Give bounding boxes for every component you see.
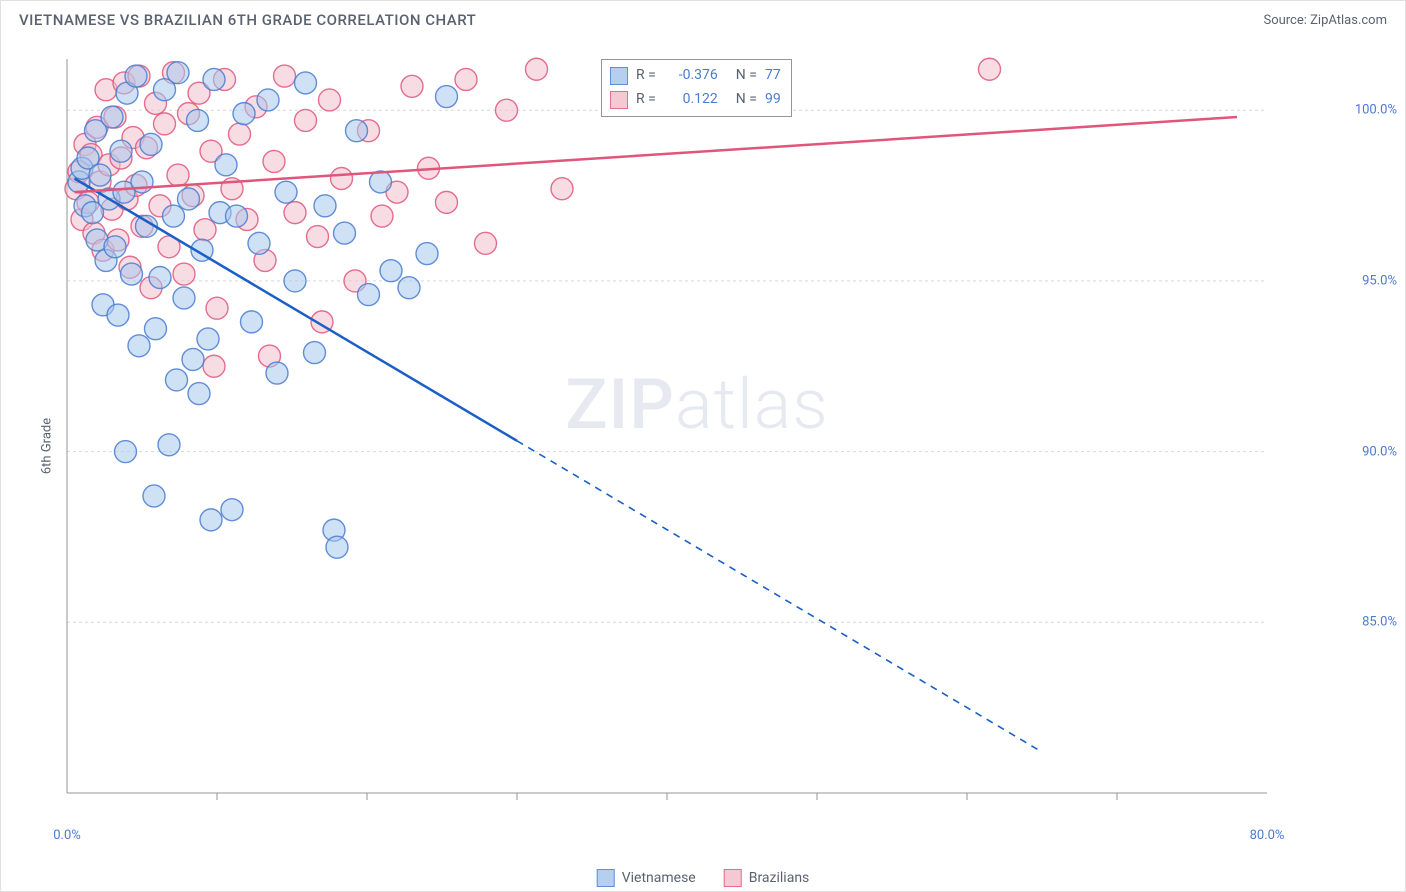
r-value: 0.122 xyxy=(664,88,718,112)
chart-container: VIETNAMESE VS BRAZILIAN 6TH GRADE CORREL… xyxy=(0,0,1406,892)
y-tick: 100.0% xyxy=(1355,103,1397,118)
source-link[interactable]: ZipAtlas.com xyxy=(1310,13,1387,28)
legend-swatch xyxy=(610,91,628,109)
r-label: R = xyxy=(636,88,656,112)
y-tick: 90.0% xyxy=(1362,444,1397,459)
y-axis-label: 6th Grade xyxy=(40,418,55,474)
n-value: 77 xyxy=(765,64,781,88)
source-attribution: Source: ZipAtlas.com xyxy=(1263,13,1387,28)
series-legend: Vietnamese Brazilians xyxy=(597,869,810,887)
series-legend-item: Brazilians xyxy=(724,869,810,887)
source-prefix: Source: xyxy=(1263,13,1310,28)
series-legend-label: Vietnamese xyxy=(622,870,696,886)
legend-swatch xyxy=(597,869,615,887)
y-tick: 85.0% xyxy=(1362,615,1397,630)
legend-swatch xyxy=(724,869,742,887)
scatter-plot-svg xyxy=(57,51,1337,821)
r-label: R = xyxy=(636,64,656,88)
n-label: N = xyxy=(736,64,757,88)
n-value: 99 xyxy=(765,88,781,112)
x-tick: 0.0% xyxy=(53,828,81,843)
n-label: N = xyxy=(736,88,757,112)
plot-area: ZIPatlas R =-0.376N =77R =0.122N =99 85.… xyxy=(57,51,1337,821)
stats-legend-row: R = 0.122 N = 99 xyxy=(610,88,781,112)
legend-swatch xyxy=(610,67,628,85)
header: VIETNAMESE VS BRAZILIAN 6TH GRADE CORREL… xyxy=(1,1,1405,35)
stats-legend-row: R = -0.376 N = 77 xyxy=(610,64,781,88)
r-value: -0.376 xyxy=(664,64,718,88)
x-tick: 80.0% xyxy=(1250,828,1285,843)
stats-legend: R = -0.376 N = 77 R = 0.122 N = 99 xyxy=(601,59,792,117)
chart-title: VIETNAMESE VS BRAZILIAN 6TH GRADE CORREL… xyxy=(19,11,476,29)
series-legend-label: Brazilians xyxy=(749,870,810,886)
y-tick: 95.0% xyxy=(1362,273,1397,288)
series-legend-item: Vietnamese xyxy=(597,869,696,887)
